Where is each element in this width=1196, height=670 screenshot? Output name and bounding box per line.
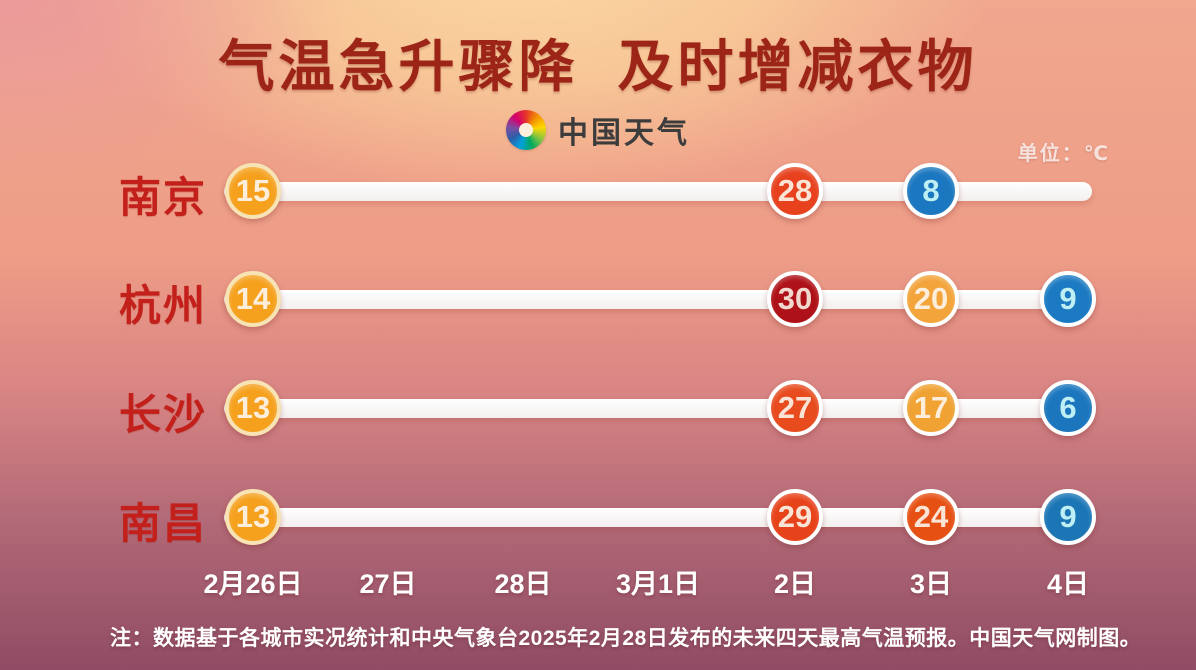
date-tick-label: 2月26日	[203, 569, 303, 599]
footnote: 注：数据基于各城市实况统计和中央气象台2025年2月28日发布的未来四天最高气温…	[110, 627, 1142, 650]
china-weather-logo-text: 中国天气	[558, 117, 690, 150]
temperature-badge: 24	[903, 489, 959, 545]
city-label: 杭州	[118, 282, 207, 329]
date-tick-label: 4日	[1046, 569, 1090, 599]
temperature-badge: 15	[225, 163, 281, 219]
temperature-badge: 13	[225, 489, 281, 545]
temperature-badge: 30	[767, 271, 823, 327]
temperature-badge: 17	[903, 380, 959, 436]
timeline-bar	[224, 399, 1092, 418]
page-title: 气温急升骤降 及时增减衣物	[218, 35, 978, 98]
unit-label: 单位：℃	[1017, 143, 1110, 165]
temperature-badge: 27	[767, 380, 823, 436]
temperature-badge: 14	[225, 271, 281, 327]
date-tick-label: 28日	[494, 569, 552, 599]
china-weather-pinwheel-icon	[506, 110, 546, 150]
date-tick-label: 3日	[909, 569, 953, 599]
timeline-bar	[224, 182, 1092, 201]
city-label: 南昌	[118, 500, 207, 547]
temperature-badge: 9	[1040, 271, 1096, 327]
temperature-badge: 8	[903, 163, 959, 219]
city-label: 长沙	[118, 391, 207, 438]
temperature-badge: 13	[225, 380, 281, 436]
temperature-badge: 29	[767, 489, 823, 545]
temperature-badge: 20	[903, 271, 959, 327]
temperature-badge: 9	[1040, 489, 1096, 545]
timeline-bar	[224, 508, 1092, 527]
timeline-bar	[224, 290, 1092, 309]
city-label: 南京	[118, 174, 207, 221]
temperature-badge: 28	[767, 163, 823, 219]
temperature-badge: 6	[1040, 380, 1096, 436]
date-tick-label: 3月1日	[615, 569, 701, 599]
china-weather-logo: 中国天气	[0, 108, 1196, 152]
date-tick-label: 27日	[359, 569, 417, 599]
date-tick-label: 2日	[773, 569, 817, 599]
